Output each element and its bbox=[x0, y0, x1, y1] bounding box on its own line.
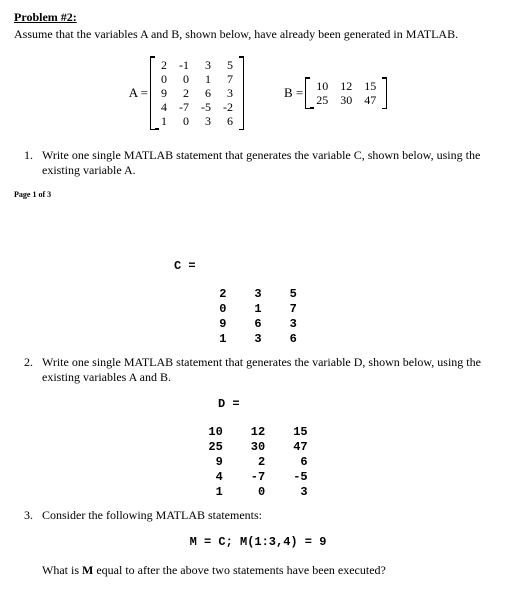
page-label: Page 1 of 3 bbox=[14, 190, 502, 199]
matrix-cell: 3 bbox=[195, 58, 217, 72]
matrix-cell: -7 bbox=[173, 100, 195, 114]
matrix-c: 235017963136 bbox=[205, 287, 311, 347]
matrix-cell: 0 bbox=[173, 72, 195, 86]
matrix-b-wrap: B = 101215 253047 bbox=[284, 77, 387, 109]
question-2: 2. Write one single MATLAB statement tha… bbox=[24, 355, 502, 385]
c-label: C = bbox=[174, 259, 502, 273]
matrix-b-label: B = bbox=[284, 85, 303, 101]
matrix-cell: 3 bbox=[240, 287, 275, 302]
question-1: 1. Write one single MATLAB statement tha… bbox=[24, 148, 502, 178]
matrix-a-label: A = bbox=[129, 85, 148, 101]
matrix-cell: 5 bbox=[276, 287, 311, 302]
question-3: 3. Consider the following MATLAB stateme… bbox=[24, 508, 502, 523]
matrix-a: 2-135001792634-7-5-21036 bbox=[150, 56, 244, 130]
matrix-cell: 9 bbox=[194, 455, 236, 470]
matrix-cell: 6 bbox=[240, 317, 275, 332]
matrix-cell: 2 bbox=[155, 58, 173, 72]
matrix-cell: 1 bbox=[195, 72, 217, 86]
matrix-cell: 2 bbox=[173, 86, 195, 100]
matrix-cell: 3 bbox=[217, 86, 239, 100]
q3-text: Consider the following MATLAB statements… bbox=[42, 508, 502, 523]
matrix-cell: 0 bbox=[155, 72, 173, 86]
matrix-cell: 9 bbox=[155, 86, 173, 100]
matrix-cell: -7 bbox=[237, 470, 279, 485]
q2-num: 2. bbox=[24, 355, 42, 385]
q3-num: 3. bbox=[24, 508, 42, 523]
matrix-cell: -2 bbox=[217, 100, 239, 114]
q1-num: 1. bbox=[24, 148, 42, 178]
matrix-cell: 15 bbox=[279, 425, 321, 440]
matrix-cell: -5 bbox=[195, 100, 217, 114]
matrices-row: A = 2-135001792634-7-5-21036 B = 1012152… bbox=[14, 56, 502, 130]
matrix-cell: 12 bbox=[237, 425, 279, 440]
matrix-cell: 0 bbox=[173, 114, 195, 128]
matrix-cell: 7 bbox=[217, 72, 239, 86]
matrix-cell: 7 bbox=[276, 302, 311, 317]
matrix-cell: 47 bbox=[279, 440, 321, 455]
matrix-cell: 10 bbox=[310, 79, 334, 93]
matrix-cell: 2 bbox=[237, 455, 279, 470]
matrix-cell: 12 bbox=[334, 79, 358, 93]
final-prefix: What is bbox=[42, 563, 82, 577]
matrix-d: 1012152530479264-7-5103 bbox=[194, 425, 321, 500]
matrix-cell: 4 bbox=[194, 470, 236, 485]
matrix-cell: 1 bbox=[240, 302, 275, 317]
matrix-cell: -1 bbox=[173, 58, 195, 72]
matrix-cell: 6 bbox=[217, 114, 239, 128]
matrix-cell: 3 bbox=[240, 332, 275, 347]
matrix-cell: 15 bbox=[358, 79, 382, 93]
matrix-cell: 0 bbox=[237, 485, 279, 500]
matrix-cell: 5 bbox=[217, 58, 239, 72]
matrix-cell: 6 bbox=[276, 332, 311, 347]
matrix-b: 101215 253047 bbox=[305, 77, 387, 109]
matrix-cell: 10 bbox=[194, 425, 236, 440]
matrix-cell: 47 bbox=[358, 93, 382, 107]
matrix-cell: 0 bbox=[205, 302, 240, 317]
q1-text: Write one single MATLAB statement that g… bbox=[42, 148, 502, 178]
matrix-cell: 3 bbox=[279, 485, 321, 500]
matrix-cell: 1 bbox=[205, 332, 240, 347]
problem-title: Problem #2: bbox=[14, 10, 502, 25]
matrix-cell: 3 bbox=[195, 114, 217, 128]
matrix-cell: 25 bbox=[194, 440, 236, 455]
matrix-cell: 1 bbox=[194, 485, 236, 500]
d-label: D = bbox=[218, 397, 502, 411]
intro-text: Assume that the variables A and B, shown… bbox=[14, 27, 502, 42]
final-suffix: equal to after the above two statements … bbox=[93, 563, 386, 577]
matrix-cell: -5 bbox=[279, 470, 321, 485]
matrix-cell: 3 bbox=[276, 317, 311, 332]
matrix-cell: 30 bbox=[237, 440, 279, 455]
matrix-cell: 9 bbox=[205, 317, 240, 332]
matrix-cell: 6 bbox=[195, 86, 217, 100]
matrix-cell: 2 bbox=[205, 287, 240, 302]
matrix-cell: 25 bbox=[310, 93, 334, 107]
matlab-statement: M = C; M(1:3,4) = 9 bbox=[14, 535, 502, 549]
final-question: What is M equal to after the above two s… bbox=[42, 563, 502, 578]
final-bold: M bbox=[82, 563, 93, 577]
matrix-cell: 6 bbox=[279, 455, 321, 470]
matrix-cell: 30 bbox=[334, 93, 358, 107]
matrix-cell: 4 bbox=[155, 100, 173, 114]
matrix-a-wrap: A = 2-135001792634-7-5-21036 bbox=[129, 56, 244, 130]
matrix-cell: 1 bbox=[155, 114, 173, 128]
q2-text: Write one single MATLAB statement that g… bbox=[42, 355, 502, 385]
